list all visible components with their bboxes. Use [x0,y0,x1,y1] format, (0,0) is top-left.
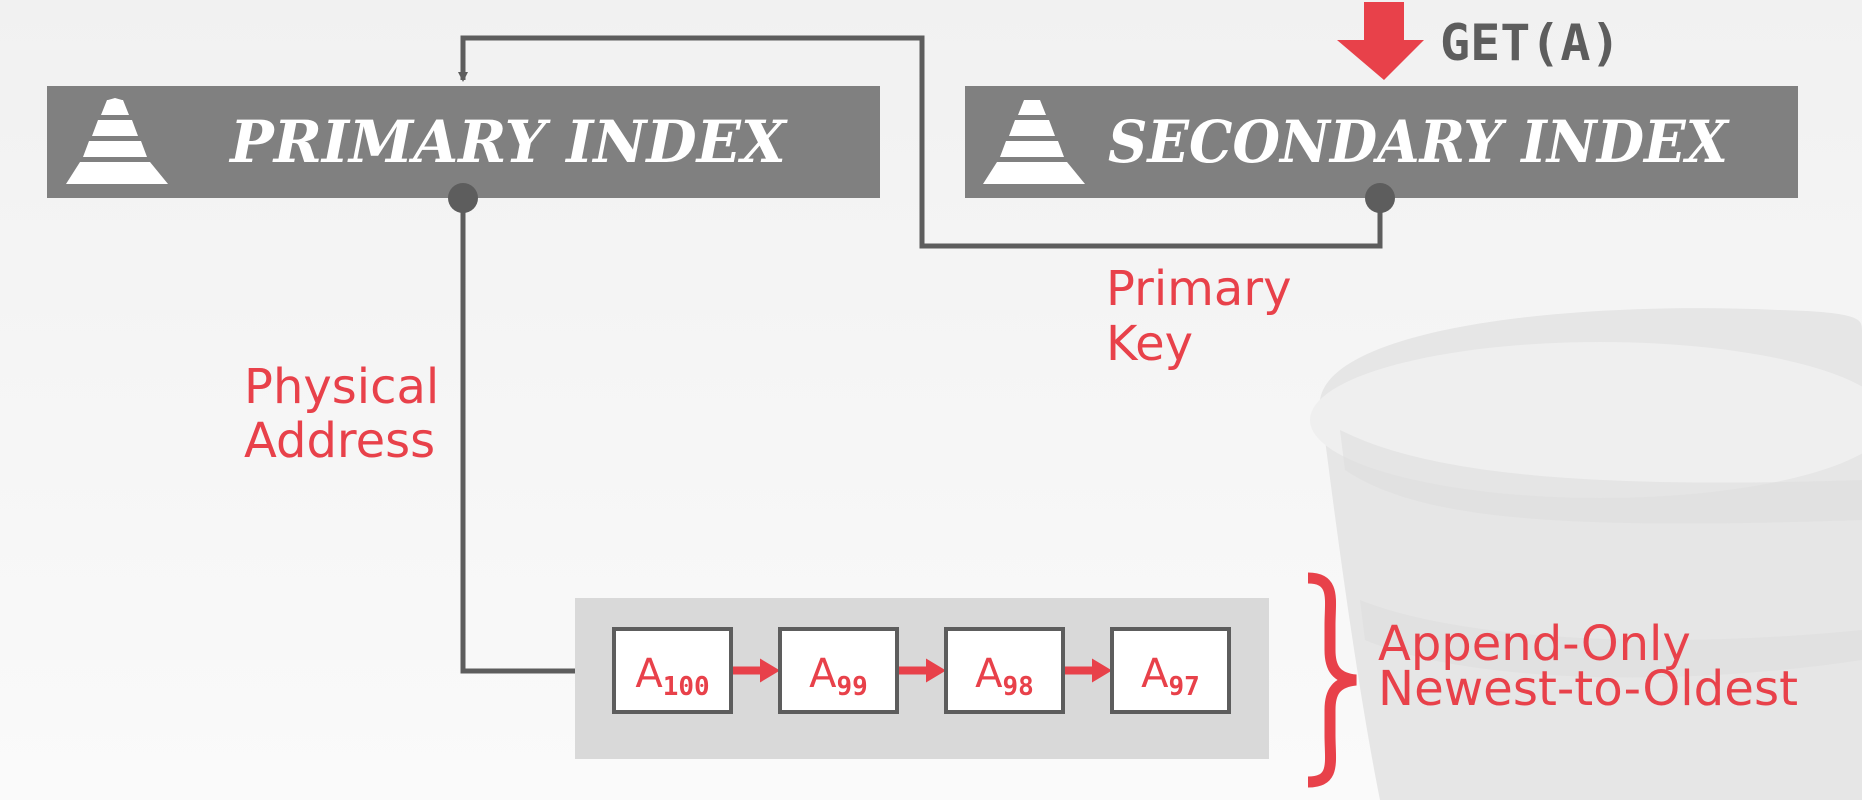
version-box-frame [944,627,1065,714]
primary-key-label: Primary Key [1106,261,1291,372]
version-box: A100 [612,627,733,714]
primary-index-pyramid-icon [66,98,168,184]
chain-note-line2: Newest-to-Oldest [1378,661,1798,717]
version-pointer-arrow-icon [1065,658,1112,683]
chain-note-label: Append-Only Newest-to-Oldest [1378,616,1798,717]
brace-icon [1307,572,1357,788]
version-chain: A100 A99 A98 A97 [612,627,1231,714]
version-box: A99 [778,627,899,714]
chain-note-line1: Append-Only [1378,616,1691,672]
version-box-frame [1110,627,1231,714]
version-box-frame [612,627,733,714]
version-pointer-arrow-icon [733,658,780,683]
database-watermark-icon [1310,308,1862,800]
primary-index-bar [47,86,880,198]
version-label: A97 [1141,651,1200,702]
physical-address-label: Physical Address [244,359,439,469]
primary-index-title: PRIMARY INDEX [228,108,788,176]
version-box-frame [778,627,899,714]
physical-address-label-line1: Physical [244,359,439,415]
version-box: A98 [944,627,1065,714]
primary-key-label-line2: Key [1106,316,1193,372]
version-box: A97 [1110,627,1231,714]
secondary-index-pyramid-icon [983,100,1085,184]
physical-address-label-line2: Address [244,413,435,469]
secondary-index-title: SECONDARY INDEX [1108,108,1730,176]
version-label: A98 [975,651,1034,702]
primary-key-connector [458,35,1383,249]
query-label: GET(A) [1440,14,1621,72]
version-label: A100 [635,651,709,702]
secondary-index-bar [965,86,1798,198]
version-pointer-arrow-icon [899,658,946,683]
secondary-index-pointer-dot [1365,183,1395,213]
version-label: A99 [809,651,868,702]
physical-address-connector [460,198,608,676]
query-arrow-icon [1337,2,1424,80]
primary-index-pointer-dot [448,183,478,213]
primary-key-label-line1: Primary [1106,261,1291,317]
